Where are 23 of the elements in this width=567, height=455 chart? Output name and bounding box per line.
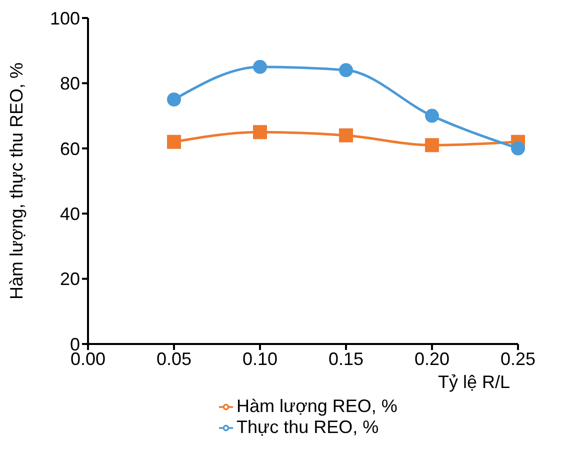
point <box>511 141 525 156</box>
point <box>339 63 353 78</box>
y-axis-title: Hàm lượng, thực thu REO, % <box>6 62 26 300</box>
legend-label: Thực thu REO, % <box>236 417 379 437</box>
point <box>253 125 267 140</box>
y-tick-label: 40 <box>60 204 80 224</box>
point <box>425 108 439 123</box>
x-tick-label: 0.10 <box>242 348 278 369</box>
legend-label: Hàm lượng REO, % <box>236 396 398 416</box>
x-tick-label: 0.05 <box>156 348 192 369</box>
y-tick-label: 20 <box>60 269 80 290</box>
x-tick-label: 0.25 <box>500 348 536 369</box>
x-axis-title: Tỷ lệ R/L <box>438 372 510 392</box>
x-tick-label: 0.20 <box>414 348 450 369</box>
y-tick-label: 100 <box>50 8 80 28</box>
point <box>339 128 353 142</box>
point <box>425 138 439 152</box>
y-tick-label: 60 <box>60 138 80 159</box>
point <box>167 134 181 149</box>
point <box>253 60 267 74</box>
point <box>167 92 181 106</box>
x-tick-label: 0.15 <box>328 348 364 369</box>
y-tick-label: 80 <box>60 74 80 94</box>
